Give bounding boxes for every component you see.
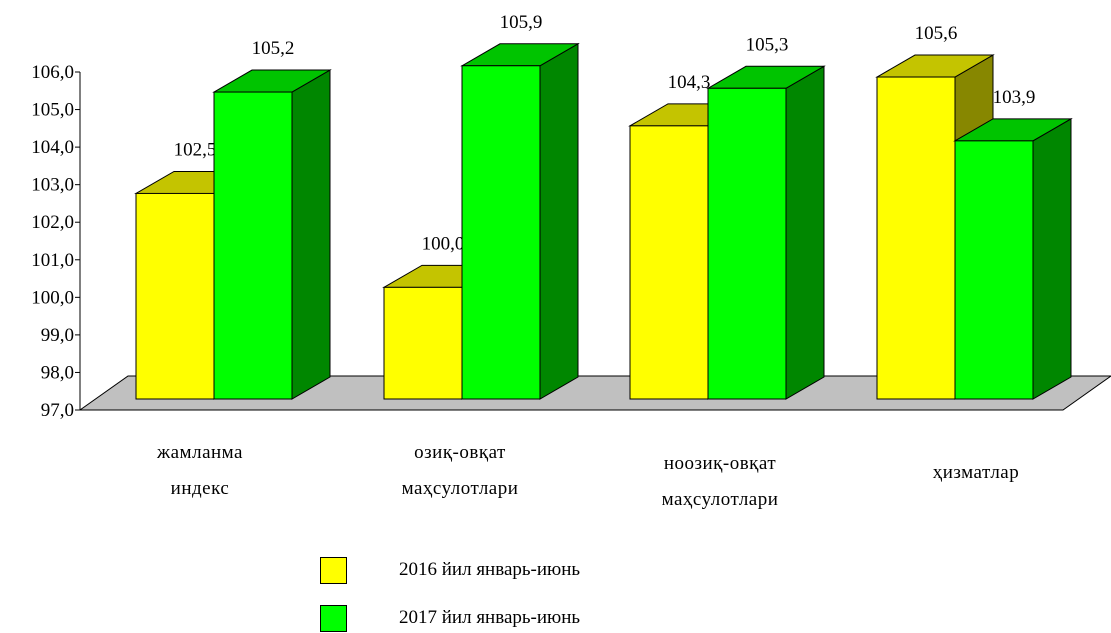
bar bbox=[629, 125, 709, 400]
legend-label: 2016 йил январь-июнь bbox=[399, 559, 581, 580]
bar-side bbox=[291, 69, 331, 400]
y-tick-label: 103,0 bbox=[31, 175, 74, 196]
y-tick-label: 102,0 bbox=[31, 212, 74, 233]
y-tick-label: 99,0 bbox=[41, 325, 74, 346]
data-label: 105,6 bbox=[915, 23, 958, 44]
data-label: 105,3 bbox=[746, 34, 789, 55]
y-tick-label: 101,0 bbox=[31, 250, 74, 271]
bar bbox=[383, 286, 463, 400]
bar bbox=[135, 192, 215, 400]
y-tick-label: 106,0 bbox=[31, 62, 74, 83]
data-label: 104,3 bbox=[668, 72, 711, 93]
y-tick-label: 97,0 bbox=[41, 400, 74, 421]
category-label: жамланма индекс bbox=[157, 442, 243, 499]
category-label: озиқ-овқат маҳсулотлари bbox=[401, 442, 519, 499]
data-label: 102,5 bbox=[174, 139, 217, 160]
data-label: 105,9 bbox=[500, 12, 543, 33]
bar-side bbox=[785, 65, 825, 400]
y-tick-label: 105,0 bbox=[31, 100, 74, 121]
bar bbox=[876, 76, 956, 400]
floor bbox=[78, 375, 1111, 411]
bar bbox=[213, 91, 293, 400]
category-label: ҳизматлар bbox=[932, 462, 1020, 483]
y-tick-label: 104,0 bbox=[31, 137, 74, 158]
data-label: 100,0 bbox=[422, 233, 465, 254]
bar-side bbox=[1032, 117, 1072, 400]
bar bbox=[461, 65, 541, 400]
category-label: ноозиқ-овқат маҳсулотлари bbox=[661, 453, 779, 510]
legend-item-2016: 2016 йил январь-июнь bbox=[320, 555, 580, 585]
bar-side bbox=[539, 42, 579, 400]
legend-swatch-yellow bbox=[320, 556, 347, 584]
data-label: 105,2 bbox=[252, 38, 295, 59]
y-tick-label: 98,0 bbox=[41, 362, 74, 383]
bar bbox=[707, 87, 787, 400]
legend-label: 2017 йил январь-июнь bbox=[399, 607, 581, 628]
bar bbox=[954, 140, 1034, 400]
legend-item-2017: 2017 йил январь-июнь bbox=[320, 603, 580, 633]
data-label: 103,9 bbox=[993, 87, 1036, 108]
legend-swatch-green bbox=[320, 604, 347, 632]
y-tick-label: 100,0 bbox=[31, 287, 74, 308]
